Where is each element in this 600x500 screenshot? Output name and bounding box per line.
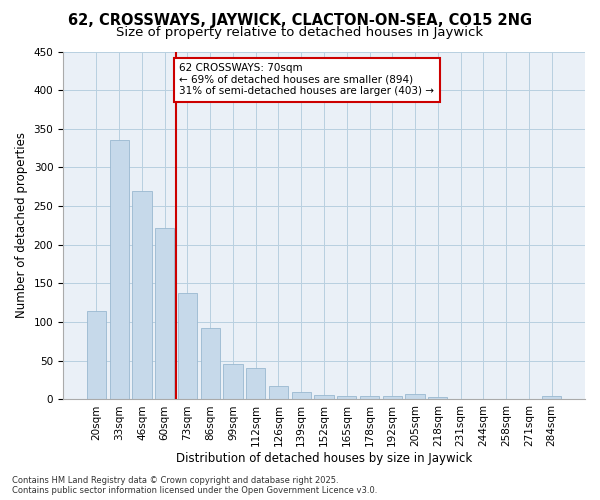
Text: Size of property relative to detached houses in Jaywick: Size of property relative to detached ho… <box>116 26 484 39</box>
Bar <box>360 396 379 400</box>
Bar <box>223 364 242 400</box>
Bar <box>155 228 175 400</box>
Bar <box>383 396 402 400</box>
Bar <box>269 386 288 400</box>
Bar <box>292 392 311 400</box>
Text: 62 CROSSWAYS: 70sqm
← 69% of detached houses are smaller (894)
31% of semi-detac: 62 CROSSWAYS: 70sqm ← 69% of detached ho… <box>179 63 434 96</box>
Bar <box>87 310 106 400</box>
X-axis label: Distribution of detached houses by size in Jaywick: Distribution of detached houses by size … <box>176 452 472 465</box>
Text: Contains HM Land Registry data © Crown copyright and database right 2025.
Contai: Contains HM Land Registry data © Crown c… <box>12 476 377 495</box>
Bar <box>314 395 334 400</box>
Bar <box>428 397 448 400</box>
Y-axis label: Number of detached properties: Number of detached properties <box>15 132 28 318</box>
Bar <box>542 396 561 400</box>
Bar <box>178 293 197 400</box>
Bar <box>337 396 356 400</box>
Bar <box>132 190 152 400</box>
Bar <box>246 368 265 400</box>
Bar <box>406 394 425 400</box>
Bar <box>110 140 129 400</box>
Bar <box>200 328 220 400</box>
Text: 62, CROSSWAYS, JAYWICK, CLACTON-ON-SEA, CO15 2NG: 62, CROSSWAYS, JAYWICK, CLACTON-ON-SEA, … <box>68 12 532 28</box>
